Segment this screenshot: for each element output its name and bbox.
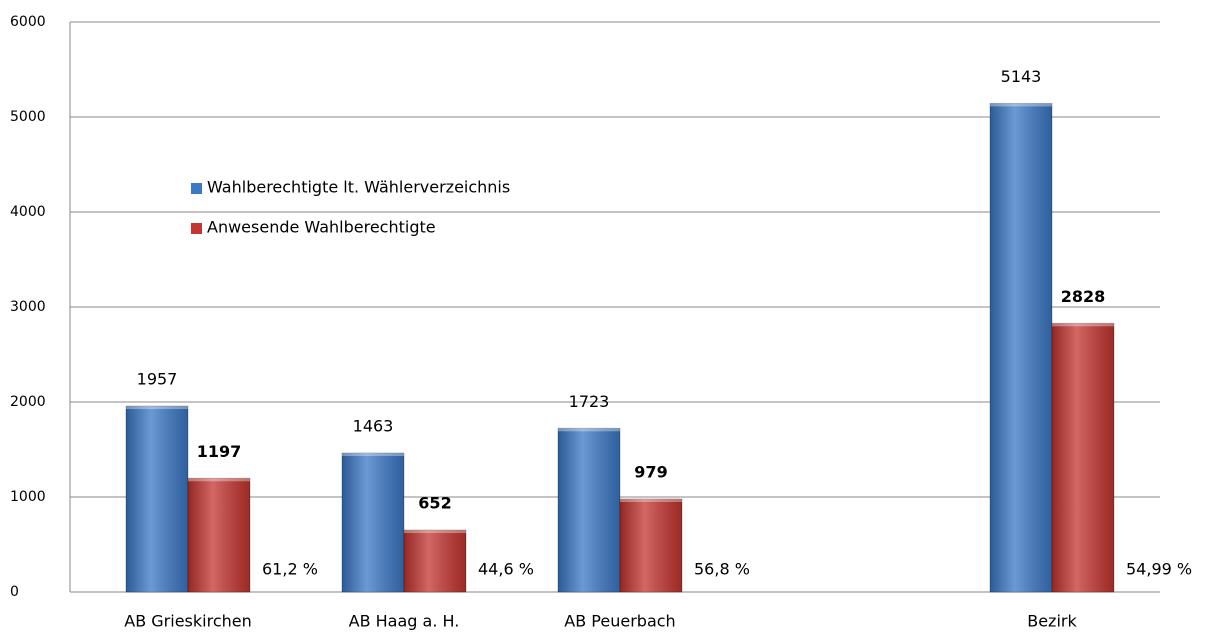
bar-shine <box>1052 323 1114 592</box>
bar-shine <box>126 406 188 592</box>
data-label: 1723 <box>569 392 610 411</box>
legend-label: Wahlberechtigte lt. Wählerverzeichnis <box>207 178 510 197</box>
bar-cap <box>620 498 682 502</box>
y-tick-label: 4000 <box>10 204 46 220</box>
x-tick-label: AB Grieskirchen <box>124 612 251 631</box>
y-tick-label: 2000 <box>10 394 46 410</box>
legend-swatch <box>191 183 202 194</box>
annotation: 54,99 % <box>1126 560 1192 579</box>
data-label: 652 <box>418 494 451 513</box>
bar-shine <box>404 530 466 592</box>
y-tick-label: 3000 <box>10 299 46 315</box>
bar-shine <box>188 478 250 592</box>
bar-cap <box>342 453 404 457</box>
bar-shine <box>990 103 1052 592</box>
data-label: 1197 <box>197 442 242 461</box>
annotation: 56,8 % <box>694 560 750 579</box>
bar-cap <box>126 406 188 410</box>
bar-cap <box>558 428 620 432</box>
annotation: 61,2 % <box>262 560 318 579</box>
data-label: 2828 <box>1061 287 1106 306</box>
bar-cap <box>188 478 250 482</box>
bar-shine <box>620 498 682 592</box>
bar-cap <box>404 530 466 534</box>
y-tick-label: 6000 <box>10 14 46 30</box>
bar-cap <box>990 103 1052 107</box>
x-tick-label: AB Peuerbach <box>564 612 675 631</box>
x-tick-label: Bezirk <box>1027 612 1077 631</box>
bar-cap <box>1052 323 1114 327</box>
bar-shine <box>558 428 620 592</box>
data-label: 5143 <box>1001 67 1042 86</box>
legend-label: Anwesende Wahlberechtigte <box>207 218 436 237</box>
legend-swatch <box>191 223 202 234</box>
data-label: 1463 <box>353 417 394 436</box>
x-tick-label: AB Haag a. H. <box>349 612 460 631</box>
bar-shine <box>342 453 404 592</box>
data-label: 1957 <box>137 370 178 389</box>
y-tick-label: 1000 <box>10 489 46 505</box>
data-label: 979 <box>634 462 667 481</box>
annotation: 44,6 % <box>478 560 534 579</box>
y-tick-label: 5000 <box>10 109 46 125</box>
y-tick-label: 0 <box>10 584 19 600</box>
